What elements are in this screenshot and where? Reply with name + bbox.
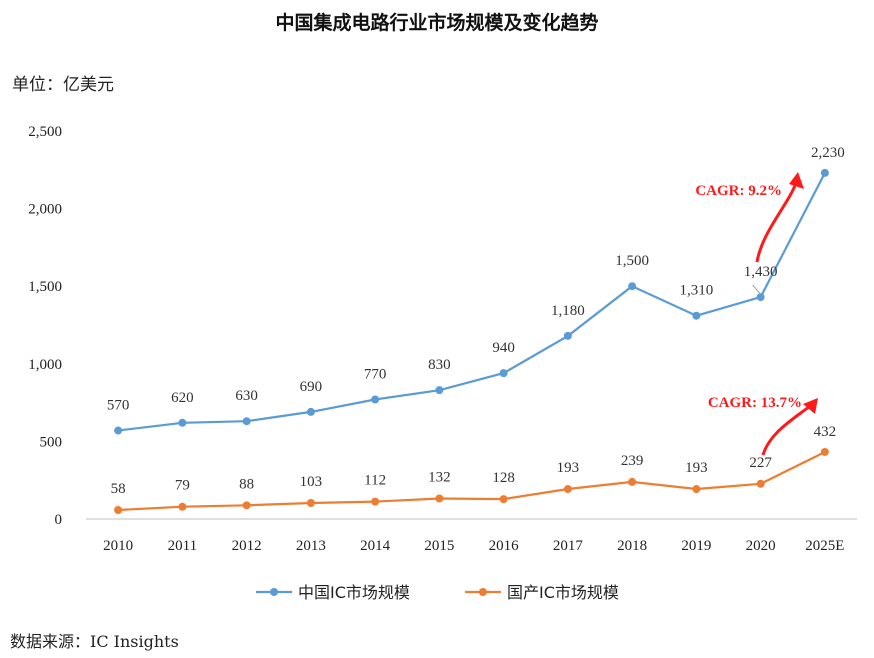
x-tick-label: 2018	[617, 538, 647, 554]
x-tick-label: 2015	[424, 538, 454, 554]
data-label: 112	[364, 473, 386, 489]
unit-label: 单位：亿美元	[12, 75, 114, 95]
data-label: 88	[239, 476, 254, 492]
data-point	[114, 426, 123, 435]
data-point	[306, 499, 315, 508]
series-line-2	[118, 451, 826, 512]
cagr-arrowhead-2	[803, 398, 818, 414]
y-tick-label: 1,500	[28, 279, 62, 295]
data-point	[820, 168, 829, 177]
x-tick-label: 2010	[103, 538, 133, 554]
x-tick-label: 2017	[553, 538, 584, 554]
series-line-1	[117, 172, 826, 432]
data-label: 239	[621, 453, 644, 469]
data-point	[178, 418, 187, 427]
y-tick-label: 2,500	[28, 124, 62, 140]
data-point	[756, 479, 765, 488]
data-point	[114, 505, 123, 514]
data-label: 193	[685, 460, 708, 476]
legend-marker	[270, 588, 278, 596]
data-label: 227	[749, 455, 772, 471]
data-point	[563, 331, 572, 340]
data-label: 2,230	[811, 145, 845, 161]
cagr-arrow-2	[761, 404, 811, 456]
x-tick-label: 2012	[232, 538, 262, 554]
data-point	[499, 369, 508, 378]
data-point	[692, 485, 701, 494]
legend-label: 国产IC市场规模	[507, 583, 619, 602]
data-point	[178, 502, 187, 511]
x-tick-label: 2011	[168, 538, 197, 554]
data-point	[371, 395, 380, 404]
data-point	[563, 485, 572, 494]
data-point	[692, 311, 701, 320]
legend-marker	[479, 588, 487, 596]
y-tick-label: 500	[40, 434, 63, 450]
data-point	[435, 386, 444, 395]
data-point	[371, 497, 380, 506]
data-label: 830	[428, 357, 451, 373]
label-leader-line	[752, 284, 761, 294]
chart-title: 中国集成电路行业市场规模及变化趋势	[275, 12, 599, 34]
data-label: 630	[235, 388, 258, 404]
data-label: 132	[428, 470, 451, 486]
x-tick-label: 2013	[296, 538, 326, 554]
legend-label: 中国IC市场规模	[298, 583, 410, 602]
data-point	[242, 501, 251, 510]
y-tick-label: 0	[55, 512, 63, 528]
x-tick-label: 2020	[746, 538, 776, 554]
data-label: 620	[171, 390, 194, 406]
cagr-arrowhead-1	[789, 172, 804, 189]
data-point	[628, 477, 637, 486]
data-label: 193	[557, 460, 580, 476]
source-note: 数据来源：IC Insights	[10, 632, 179, 651]
data-label: 79	[175, 478, 190, 494]
y-tick-label: 1,000	[28, 357, 62, 373]
line-chart: 0 500 1,000 1,500 2,000 2,500 2010 2011 2012 2013…	[28, 124, 857, 602]
data-label: 1,430	[744, 264, 778, 280]
data-label: 570	[107, 398, 130, 414]
data-label: 690	[300, 379, 323, 395]
y-tick-label: 2,000	[28, 202, 62, 218]
cagr-label: CAGR: 9.2%	[695, 183, 782, 199]
x-tick-label: 2014	[360, 538, 391, 554]
data-point	[306, 407, 315, 416]
data-label: 1,310	[680, 283, 714, 299]
data-label: 770	[364, 366, 387, 382]
x-tick-label: 2016	[489, 538, 520, 554]
cagr-label: CAGR: 13.7%	[708, 395, 802, 411]
data-label: 1,500	[615, 253, 649, 269]
data-label: 432	[814, 424, 837, 440]
cagr-arrow-1	[755, 182, 798, 263]
x-tick-label: 2025E	[805, 538, 844, 554]
data-point	[499, 495, 508, 504]
data-point	[756, 293, 765, 302]
data-label: 940	[492, 340, 515, 356]
data-point	[242, 417, 251, 426]
data-point	[628, 282, 637, 291]
data-label: 58	[111, 481, 126, 497]
x-tick-label: 2019	[681, 538, 711, 554]
data-label: 1,180	[551, 303, 585, 319]
data-point	[820, 447, 829, 456]
data-label: 128	[492, 470, 515, 486]
data-point	[435, 494, 444, 503]
data-label: 103	[300, 474, 323, 490]
